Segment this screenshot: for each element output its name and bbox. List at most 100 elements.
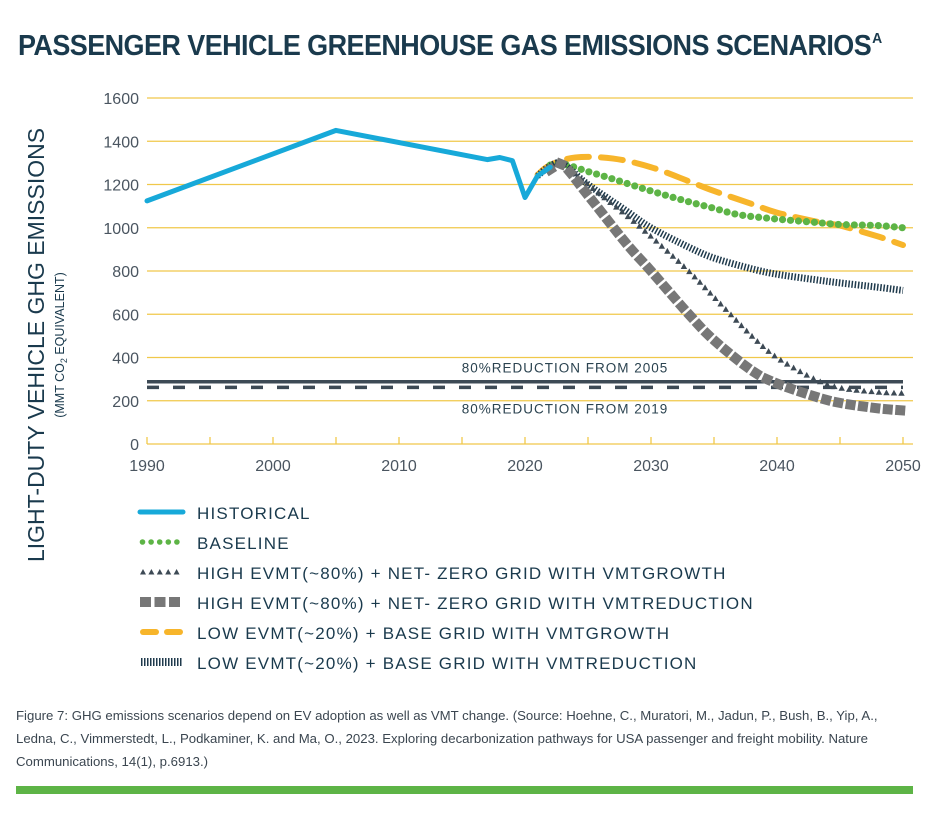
data-point [636, 222, 643, 229]
y-tick-label: 200 [112, 394, 139, 411]
data-point [783, 360, 791, 367]
chart-title: PASSENGER VEHICLE GREENHOUSE GAS EMISSIO… [18, 30, 882, 63]
data-point [818, 219, 826, 227]
data-point [760, 372, 774, 386]
data-point [577, 165, 585, 173]
data-point [592, 170, 601, 178]
data-point [790, 364, 797, 371]
data-point [595, 189, 602, 196]
data-point [607, 199, 614, 205]
legend-label: LOW EVMT(~20%) + BASE GRID WITH VMTGROWT… [197, 624, 670, 643]
legend-item-baseline: BASELINE [139, 534, 290, 553]
data-point [578, 184, 593, 200]
data-point [583, 180, 591, 187]
data-point [857, 400, 869, 413]
data-point [642, 261, 657, 276]
y-tick-label: 1600 [103, 91, 139, 108]
legend-item-high-ev-reduction: HIGH EVMT(~80%) + NET- ZERO GRID WITH VM… [140, 594, 753, 613]
data-point [601, 194, 608, 201]
x-tick-label: 2030 [633, 458, 669, 475]
y-units-suffix: EQUIVALENT) [53, 272, 67, 358]
y-tick-label: 1200 [103, 178, 139, 195]
data-point [696, 278, 704, 285]
data-point [641, 227, 649, 234]
data-point [831, 383, 838, 390]
data-point [589, 185, 597, 191]
data-point [771, 352, 778, 359]
data-point [707, 289, 714, 296]
data-point [738, 359, 753, 374]
legend-label: BASELINE [197, 534, 290, 553]
data-point [674, 299, 690, 314]
data-point [817, 378, 824, 385]
data-point [563, 165, 578, 180]
data-point [882, 222, 890, 230]
data-point [869, 402, 881, 414]
data-point [858, 221, 866, 229]
data-point [786, 216, 795, 224]
data-point [623, 179, 631, 188]
x-axis: 1990 2000 2010 2020 2030 2040 2050 [129, 437, 921, 475]
data-point [868, 388, 875, 395]
legend-swatch-triangles-icon [140, 569, 180, 575]
data-point [647, 232, 654, 239]
y-tick-label: 800 [112, 264, 139, 281]
data-point [860, 387, 868, 394]
data-point [680, 263, 688, 269]
data-point [615, 177, 624, 185]
data-point [617, 233, 632, 248]
data-point [883, 389, 890, 396]
x-tick-label: 1990 [129, 458, 165, 475]
x-tick-label: 2010 [381, 458, 417, 475]
data-point [669, 193, 677, 202]
data-point [810, 218, 819, 226]
data-point [701, 284, 709, 291]
data-point [882, 403, 894, 415]
data-point [684, 198, 693, 206]
data-point [661, 191, 669, 199]
y-axis-label: LIGHT-DUTY VEHICLE GHG EMISSIONS [23, 128, 49, 562]
data-point [554, 157, 568, 171]
ref-2019-label: 80%REDUCTION FROM 2019 [462, 401, 669, 416]
data-point [783, 382, 797, 395]
data-point [613, 203, 620, 210]
data-point [633, 252, 648, 267]
data-point [669, 252, 677, 259]
data-point [691, 318, 706, 333]
data-point [853, 386, 860, 393]
data-point [683, 308, 698, 324]
data-point [796, 368, 804, 375]
data-point [666, 290, 681, 305]
x-tick-label: 2000 [255, 458, 291, 475]
series-high-ev-reduction [543, 157, 906, 416]
y-axis-units: (MMT CO2 EQUIVALENT) [53, 272, 69, 418]
data-point [631, 182, 639, 190]
data-point [709, 335, 724, 350]
accent-rule [16, 786, 913, 794]
data-point [759, 343, 767, 350]
y-units-prefix: (MMT CO [53, 363, 67, 418]
data-point [708, 204, 716, 212]
legend-label: HIGH EVMT(~80%) + NET- ZERO GRID WITH VM… [197, 564, 727, 583]
data-point [898, 389, 905, 396]
data-point [738, 322, 745, 329]
series-baseline [546, 160, 906, 232]
data-point [803, 371, 810, 378]
data-point [765, 348, 772, 354]
data-point [890, 223, 898, 231]
data-point [866, 221, 874, 229]
data-point [609, 224, 624, 239]
data-point [646, 187, 654, 195]
data-point [731, 210, 739, 218]
data-point [755, 213, 763, 221]
data-point [717, 300, 724, 307]
data-point [733, 316, 740, 323]
data-point [850, 221, 858, 229]
data-point [875, 388, 883, 395]
data-point [802, 218, 811, 226]
data-point [770, 215, 779, 223]
data-point [778, 216, 787, 224]
data-point [844, 398, 857, 411]
data-point [715, 206, 724, 214]
data-point [638, 184, 646, 192]
